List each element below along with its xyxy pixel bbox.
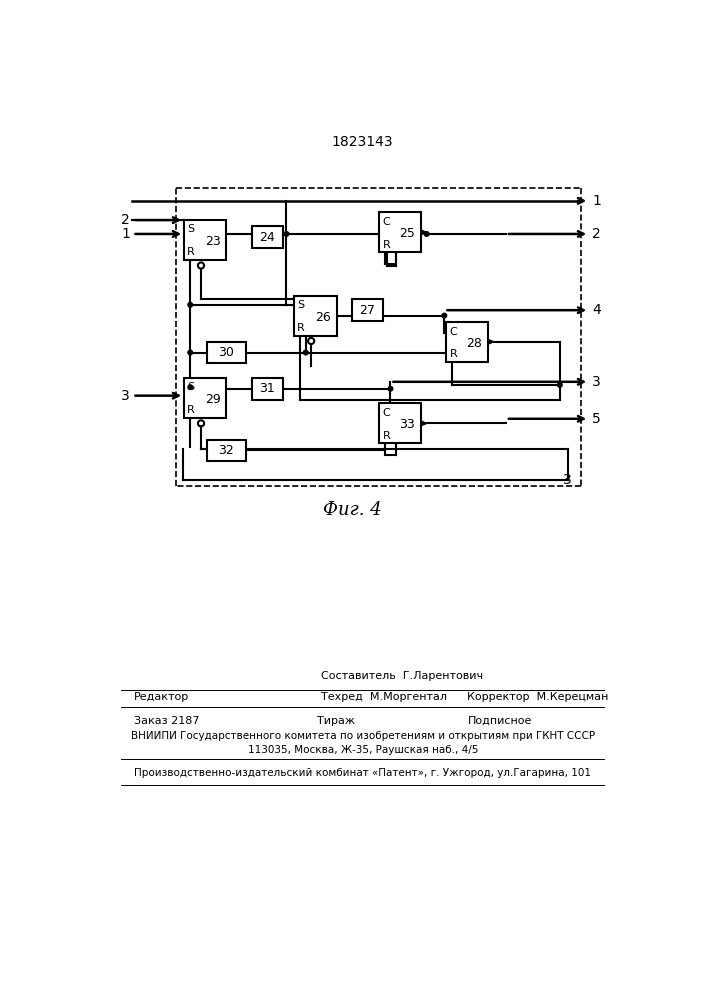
Circle shape [188,302,192,307]
Text: S: S [187,382,194,392]
Text: 3: 3 [563,473,572,487]
Text: Корректор  М.Керецман: Корректор М.Керецман [467,692,609,702]
Text: R: R [297,323,305,333]
Text: 25: 25 [399,227,415,240]
Text: Фиг. 4: Фиг. 4 [322,501,381,519]
Text: 2: 2 [592,227,601,241]
Text: 5: 5 [592,412,601,426]
Text: Производственно-издательский комбинат «Патент», г. Ужгород, ул.Гагарина, 101: Производственно-издательский комбинат «П… [134,768,591,778]
Bar [379,212,421,252]
Text: Составитель  Г.Ларентович: Составитель Г.Ларентович [321,671,484,681]
Polygon shape [421,421,426,426]
Bar [379,403,421,443]
Text: Подписное: Подписное [467,716,532,726]
Text: 26: 26 [315,311,331,324]
Text: C: C [382,408,390,418]
Text: Тираж: Тираж [317,716,356,726]
Text: 32: 32 [218,444,234,457]
Text: 113035, Москва, Ж-35, Раушская наб., 4/5: 113035, Москва, Ж-35, Раушская наб., 4/5 [247,745,478,755]
Text: R: R [382,431,390,441]
Text: 1: 1 [592,194,601,208]
Circle shape [442,313,447,318]
Text: Редактор: Редактор [134,692,189,702]
Bar [294,296,337,336]
Text: R: R [382,240,390,250]
Text: 3: 3 [592,375,601,389]
Circle shape [188,385,192,389]
Text: ВНИИПИ Государственного комитета по изобретениям и открытиям при ГКНТ СССР: ВНИИПИ Государственного комитета по изоб… [131,731,595,741]
Text: 4: 4 [592,303,601,317]
Bar [352,299,382,321]
Bar [446,322,489,362]
Text: Техред  М.Моргентал: Техред М.Моргентал [321,692,447,702]
Text: 28: 28 [467,337,482,350]
Text: C: C [450,327,457,337]
Text: C: C [382,217,390,227]
Text: S: S [298,300,305,310]
Circle shape [388,386,393,391]
Text: 27: 27 [359,304,375,317]
Text: R: R [450,349,457,359]
Bar [252,378,283,400]
Circle shape [424,232,429,236]
Text: 31: 31 [259,382,275,395]
Bar [207,440,246,461]
Text: S: S [187,224,194,234]
Text: 29: 29 [205,393,221,406]
Circle shape [558,383,562,387]
Text: 30: 30 [218,346,234,359]
Text: 1823143: 1823143 [332,135,394,149]
Text: 1: 1 [121,227,130,241]
Bar [184,220,226,260]
Circle shape [284,232,288,236]
Bar [207,342,246,363]
Text: Заказ 2187: Заказ 2187 [134,716,199,726]
Text: 3: 3 [121,389,130,403]
Circle shape [303,350,308,355]
Polygon shape [421,230,426,235]
Text: 33: 33 [399,418,415,431]
Text: 23: 23 [205,235,221,248]
Text: R: R [187,405,195,415]
Text: 2: 2 [121,213,130,227]
Text: R: R [187,247,195,257]
Polygon shape [489,339,493,344]
Bar [184,378,226,418]
Bar [252,226,283,248]
Circle shape [188,350,192,355]
Text: 24: 24 [259,231,275,244]
